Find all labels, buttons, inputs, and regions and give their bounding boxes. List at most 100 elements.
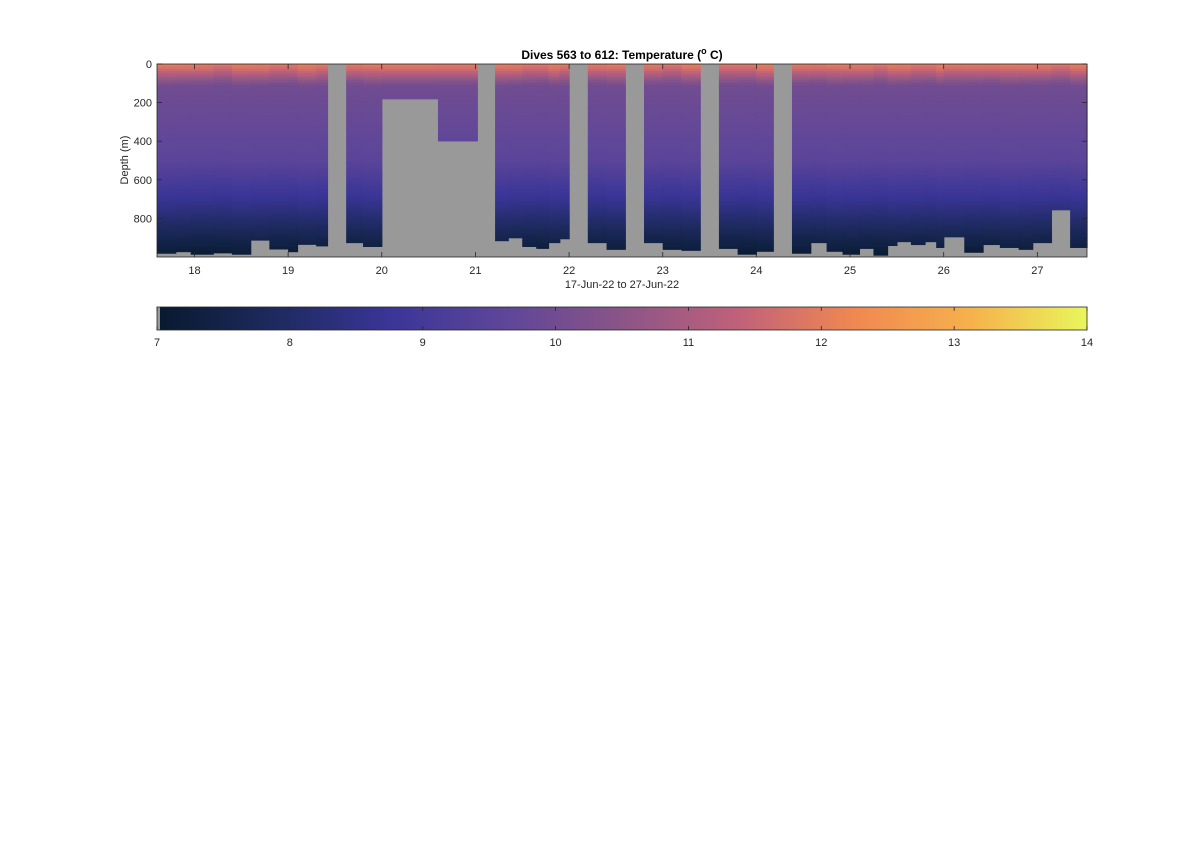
temperature-cell <box>1018 163 1034 167</box>
temperature-cell <box>826 182 844 186</box>
temperature-cell <box>887 96 898 100</box>
temperature-cell <box>943 182 965 186</box>
temperature-cell <box>964 77 984 81</box>
temperature-cell <box>842 251 861 255</box>
temperature-cell <box>316 219 329 223</box>
temperature-cell <box>346 216 364 220</box>
temperature-cell <box>1051 161 1071 165</box>
temperature-cell <box>157 172 177 176</box>
temperature-cell <box>1018 103 1034 107</box>
temperature-cell <box>859 198 875 202</box>
temperature-cell <box>559 191 570 195</box>
temperature-cell <box>157 110 177 114</box>
temperature-cell <box>363 196 383 199</box>
temperature-cell <box>316 193 329 197</box>
temperature-cell <box>936 112 945 116</box>
temperature-cell <box>826 117 844 121</box>
y-axis-label: Depth (m) <box>119 136 131 185</box>
temperature-cell <box>936 228 945 232</box>
temperature-cell <box>936 70 945 74</box>
temperature-cell <box>363 145 383 148</box>
temperature-cell <box>522 193 537 197</box>
temperature-cell <box>910 207 926 211</box>
temperature-cell <box>363 170 383 174</box>
temperature-cell <box>231 128 252 132</box>
temperature-cell <box>559 110 570 114</box>
temperature-cell <box>363 103 383 107</box>
temperature-cell <box>842 223 861 227</box>
temperature-cell <box>288 142 299 146</box>
temperature-cell <box>495 186 509 190</box>
temperature-cell <box>269 70 289 74</box>
temperature-cell <box>756 198 774 202</box>
temperature-cell <box>936 133 945 137</box>
temperature-cell <box>873 240 889 243</box>
temperature-cell <box>175 94 192 98</box>
temperature-cell <box>437 112 478 116</box>
temperature-cell <box>826 179 844 183</box>
temperature-cell <box>1070 80 1088 84</box>
temperature-cell <box>842 140 861 144</box>
temperature-cell <box>810 182 828 186</box>
temperature-cell <box>231 154 252 158</box>
temperature-cell <box>1051 126 1071 130</box>
temperature-cell <box>644 212 664 216</box>
temperature-cell <box>718 226 739 230</box>
temperature-cell <box>896 158 912 162</box>
temperature-cell <box>842 193 861 197</box>
temperature-cell <box>810 202 828 206</box>
temperature-cell <box>548 147 561 151</box>
temperature-cell <box>175 133 192 137</box>
temperature-cell <box>662 170 683 174</box>
temperature-cell <box>508 205 523 209</box>
temperature-cell <box>1018 101 1034 104</box>
temperature-cell <box>842 196 861 199</box>
temperature-cell <box>559 140 570 144</box>
temperature-cell <box>587 182 608 186</box>
temperature-cell <box>756 191 774 195</box>
temperature-cell <box>910 202 926 206</box>
temperature-cell <box>737 237 757 241</box>
temperature-cell <box>924 230 937 234</box>
dive-profile <box>737 64 757 255</box>
temperature-cell <box>644 101 664 104</box>
temperature-cell <box>644 168 664 172</box>
temperature-cell <box>1018 84 1034 88</box>
temperature-cell <box>587 198 608 202</box>
temperature-cell <box>737 212 757 216</box>
temperature-cell <box>756 230 774 234</box>
temperature-cell <box>910 242 926 246</box>
temperature-cell <box>1018 170 1034 174</box>
temperature-cell <box>756 119 774 123</box>
temperature-cell <box>791 240 812 243</box>
temperature-cell <box>681 119 701 123</box>
temperature-cell <box>495 110 509 114</box>
temperature-cell <box>1051 163 1071 167</box>
dive-profile <box>826 64 844 252</box>
temperature-cell <box>791 138 812 142</box>
temperature-cell <box>718 235 739 239</box>
temperature-cell <box>231 126 252 130</box>
temperature-cell <box>297 226 317 230</box>
temperature-cell <box>316 101 329 104</box>
temperature-cell <box>157 237 177 241</box>
temperature-cell <box>1051 191 1071 195</box>
temperature-cell <box>662 142 683 146</box>
temperature-cell <box>1051 177 1071 181</box>
temperature-cell <box>269 133 289 137</box>
temperature-cell <box>810 131 828 135</box>
temperature-cell <box>1051 84 1071 88</box>
temperature-cell <box>1051 64 1071 67</box>
temperature-cell <box>316 156 329 160</box>
temperature-cell <box>548 193 561 197</box>
temperature-cell <box>288 182 299 186</box>
temperature-cell <box>190 138 214 142</box>
temperature-cell <box>213 209 233 213</box>
temperature-cell <box>718 121 739 125</box>
temperature-cell <box>288 228 299 232</box>
temperature-cell <box>859 168 875 172</box>
temperature-cell <box>175 165 192 169</box>
temperature-cell <box>826 149 844 153</box>
temperature-cell <box>269 108 289 111</box>
temperature-cell <box>896 168 912 172</box>
